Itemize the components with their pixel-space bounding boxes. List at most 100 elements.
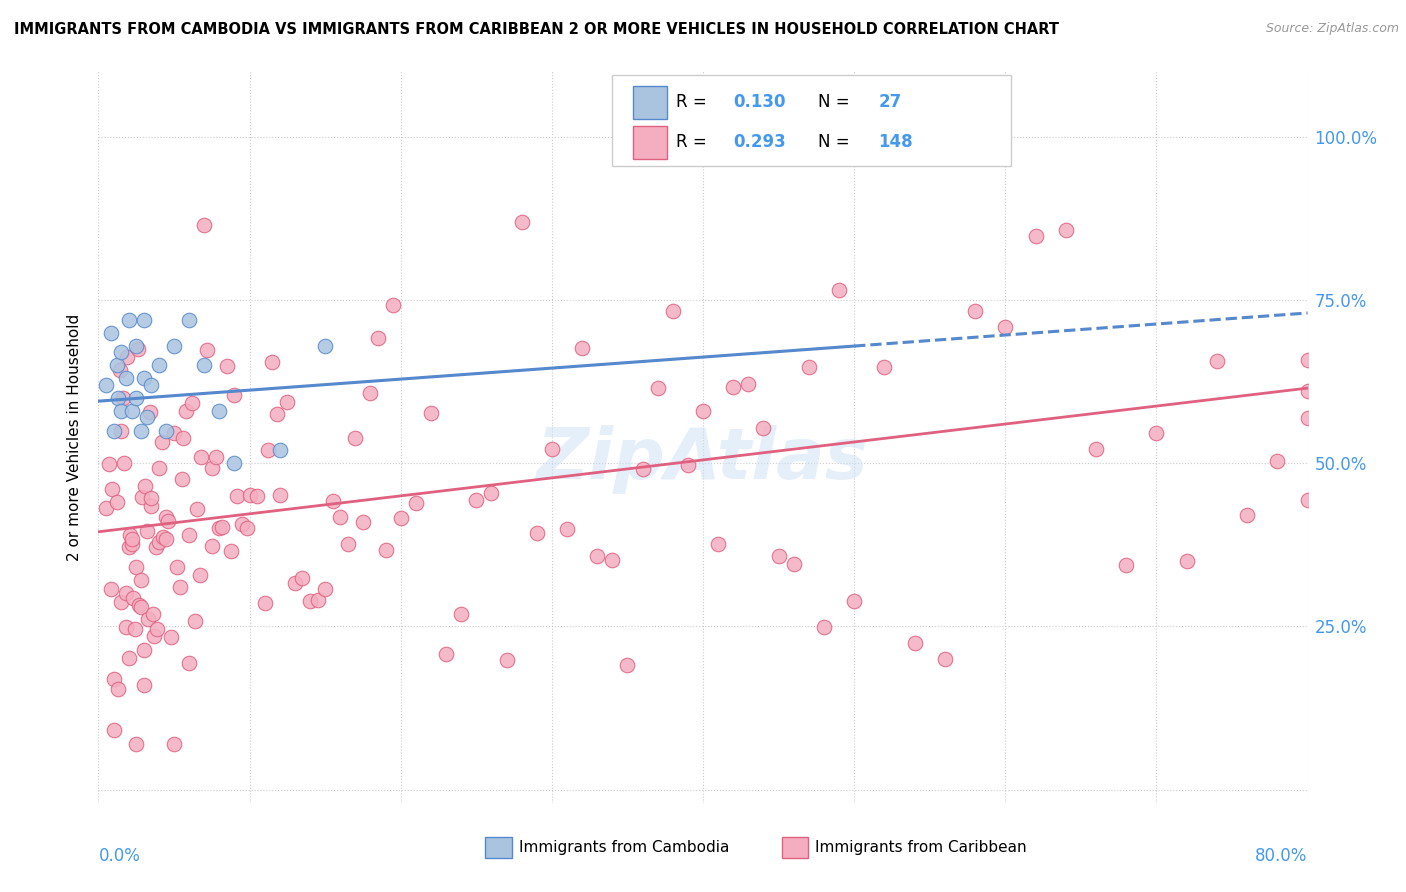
Point <box>163 737 186 751</box>
Point <box>101 482 124 496</box>
Text: 148: 148 <box>879 133 912 152</box>
Point <box>208 404 231 418</box>
Point <box>132 312 155 326</box>
Point <box>195 343 218 357</box>
Point <box>253 596 276 610</box>
Point <box>125 391 148 405</box>
Point <box>231 517 253 532</box>
Point <box>215 359 238 373</box>
Point <box>510 214 533 228</box>
Point <box>208 521 231 535</box>
Point <box>127 342 149 356</box>
Point <box>155 532 177 546</box>
Point <box>121 537 143 551</box>
Point <box>269 443 291 458</box>
Point <box>873 360 896 375</box>
Point <box>828 283 851 297</box>
Point <box>105 494 128 508</box>
Point <box>269 488 291 502</box>
Point <box>307 592 329 607</box>
Point <box>124 622 146 636</box>
Point <box>965 303 987 318</box>
Point <box>1175 554 1198 568</box>
Point <box>631 461 654 475</box>
Point <box>110 345 132 359</box>
Point <box>571 341 593 355</box>
Point <box>174 404 197 418</box>
FancyBboxPatch shape <box>613 75 1011 167</box>
Text: R =: R = <box>676 133 713 152</box>
Point <box>94 377 117 392</box>
Point <box>226 489 249 503</box>
Point <box>148 358 170 372</box>
Point <box>118 651 141 665</box>
Point <box>188 567 211 582</box>
Bar <box>485 838 512 858</box>
Point <box>145 540 167 554</box>
Point <box>148 461 170 475</box>
Point <box>374 543 396 558</box>
Text: N =: N = <box>818 93 855 111</box>
Point <box>155 424 177 438</box>
Text: Immigrants from Cambodia: Immigrants from Cambodia <box>519 840 730 855</box>
Point <box>103 672 125 686</box>
Point <box>100 326 122 340</box>
Text: ZipAtlas: ZipAtlas <box>537 425 869 493</box>
Point <box>125 737 148 751</box>
Point <box>121 532 143 546</box>
Bar <box>782 838 808 858</box>
Point <box>112 456 135 470</box>
Point <box>1296 493 1319 508</box>
Point <box>135 524 157 538</box>
Point <box>616 657 638 672</box>
Point <box>450 607 472 622</box>
Point <box>107 681 129 696</box>
Point <box>201 539 224 553</box>
Point <box>405 496 427 510</box>
Point <box>193 218 215 232</box>
Point <box>783 557 806 571</box>
Point <box>239 488 262 502</box>
Point <box>129 574 152 588</box>
Point <box>723 380 745 394</box>
Point <box>118 312 141 326</box>
Point <box>291 571 314 585</box>
Point <box>107 391 129 405</box>
Point <box>555 522 578 536</box>
Point <box>481 486 503 500</box>
Point <box>752 421 775 435</box>
Bar <box>633 126 666 159</box>
Point <box>115 350 138 364</box>
Point <box>179 312 201 326</box>
Point <box>141 499 163 513</box>
Point <box>526 525 548 540</box>
Point <box>108 363 131 377</box>
Point <box>676 458 699 472</box>
Point <box>110 424 132 438</box>
Point <box>155 509 177 524</box>
Point <box>120 528 142 542</box>
Point <box>434 647 457 661</box>
Point <box>184 614 207 628</box>
Point <box>707 537 730 551</box>
Point <box>1296 384 1319 398</box>
Point <box>540 442 562 456</box>
Point <box>934 652 956 666</box>
Point <box>100 582 122 596</box>
Point <box>94 501 117 516</box>
Point <box>360 385 382 400</box>
Text: 27: 27 <box>879 93 901 111</box>
Point <box>128 599 150 613</box>
Point <box>1236 508 1258 522</box>
Point <box>114 586 136 600</box>
Point <box>276 395 298 409</box>
Point <box>1115 558 1137 572</box>
Point <box>844 143 866 157</box>
Text: 0.293: 0.293 <box>734 133 786 152</box>
Text: 80.0%: 80.0% <box>1256 847 1308 864</box>
Point <box>1144 425 1167 440</box>
Point <box>143 629 166 643</box>
Point <box>266 407 288 421</box>
Point <box>132 371 155 385</box>
Point <box>586 549 609 564</box>
